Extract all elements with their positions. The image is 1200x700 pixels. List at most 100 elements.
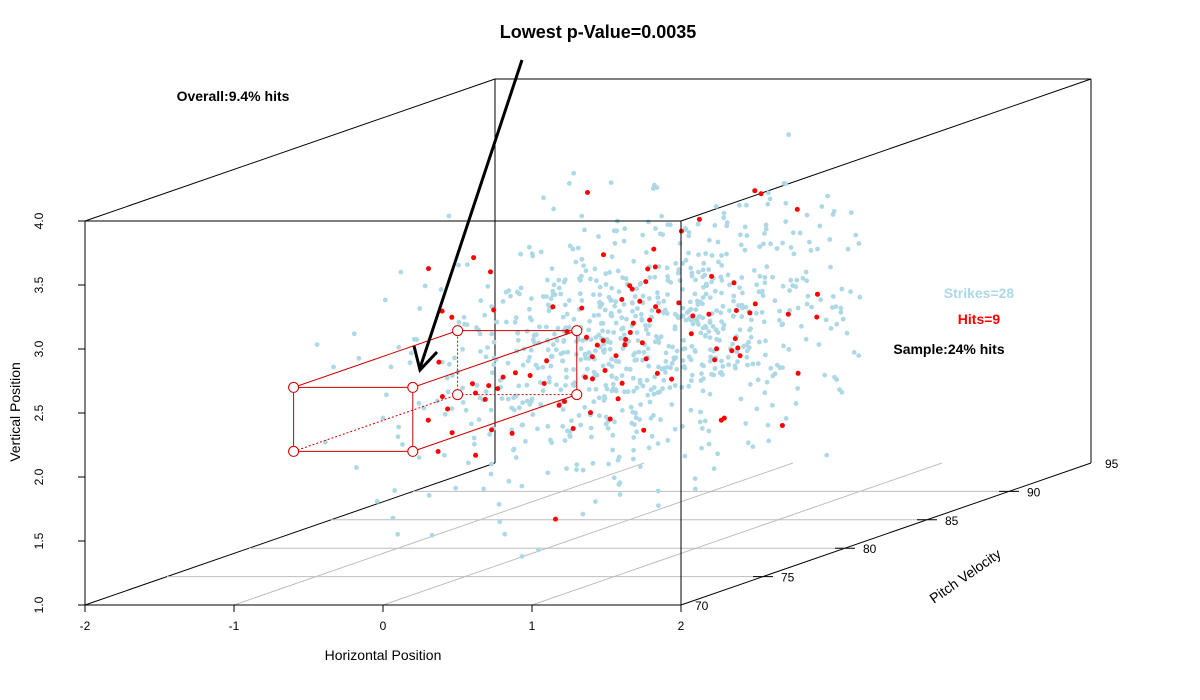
strike-point [763,226,769,232]
strike-point [439,359,445,365]
hit-point [641,427,647,433]
strike-point [640,357,645,363]
strike-point [686,233,692,239]
strike-point [640,383,646,389]
strike-point [681,364,687,369]
strike-point [661,377,667,383]
strike-point [706,267,712,272]
strike-point [489,370,495,376]
strike-point [799,323,804,329]
strike-point [628,404,634,410]
strike-point [570,246,576,252]
strike-point [711,466,717,472]
strike-point [604,386,610,392]
strike-point [548,363,554,369]
strike-point [524,382,530,388]
box-back-edges [84,78,1092,606]
strike-point [719,263,725,268]
hit-point [445,406,451,412]
strike-point [558,291,564,297]
strike-point [848,210,854,216]
strike-point [759,309,765,315]
strike-point [477,331,483,337]
strike-point [446,213,452,219]
hit-point [637,298,643,304]
strike-point [407,360,413,366]
highlight-box-vertex [407,381,419,393]
hit-point [795,370,801,376]
chart-title: Lowest p-Value=0.0035 [500,22,697,42]
strike-point [464,322,470,327]
strike-point [669,361,675,366]
strike-point [515,330,521,336]
strike-point [712,288,718,294]
strike-point [739,314,745,319]
strike-point [720,326,726,332]
strike-point [471,435,477,441]
x-axis-title: Horizontal Position [325,647,442,663]
strike-point [681,337,687,343]
strike-point [704,283,710,289]
strike-point [693,307,699,312]
strike-point [655,290,660,296]
strike-point [556,285,562,291]
hit-point [550,304,556,310]
hit-point [607,416,613,422]
strike-point [531,333,537,338]
hit-point [473,452,479,458]
hit-point [747,310,753,316]
strike-point [554,338,560,343]
strike-point [819,204,825,209]
highlight-box-vertex [452,325,464,337]
strike-point [807,239,812,245]
strike-point [588,425,594,431]
strike-point [619,373,625,378]
strike-point [605,329,611,335]
strike-point [647,399,653,405]
strike-point [665,278,671,283]
strike-point [700,267,706,273]
hit-point [752,188,758,194]
strike-point [665,222,671,228]
strike-point [638,311,644,317]
strike-point [517,291,522,297]
strike-point [703,291,709,297]
strike-point [830,294,836,299]
strike-point [677,241,683,246]
strike-point [600,320,606,326]
strike-point [463,407,469,413]
hit-point [653,304,659,310]
strike-point [795,386,801,391]
strike-point [660,386,665,392]
strike-point [483,389,489,395]
strike-point [461,314,467,320]
strike-point [478,349,483,354]
strike-point [646,445,652,451]
strike-point [579,298,585,303]
strike-point [787,308,792,313]
strike-point [617,480,623,486]
hit-point [643,279,649,285]
hit-point [623,337,629,342]
strike-point [554,382,559,388]
y-axis-title: Vertical Position [7,362,23,462]
highlight-box-edge [293,394,458,452]
strike-point [444,375,450,381]
strike-point [703,332,708,338]
strike-point [614,228,620,234]
hit-point [712,357,718,363]
strike-point [496,501,502,507]
strike-point [757,244,763,250]
strike-point [737,285,742,290]
hit-point [785,311,791,317]
strike-point [624,316,629,322]
strike-point [757,273,763,279]
strike-point [632,357,638,363]
strike-point [795,305,801,311]
strike-point [505,396,511,402]
hit-point [815,291,820,297]
strike-point [683,317,689,323]
strike-point [584,366,590,372]
strike-point [655,488,661,494]
strike-point [625,389,631,395]
